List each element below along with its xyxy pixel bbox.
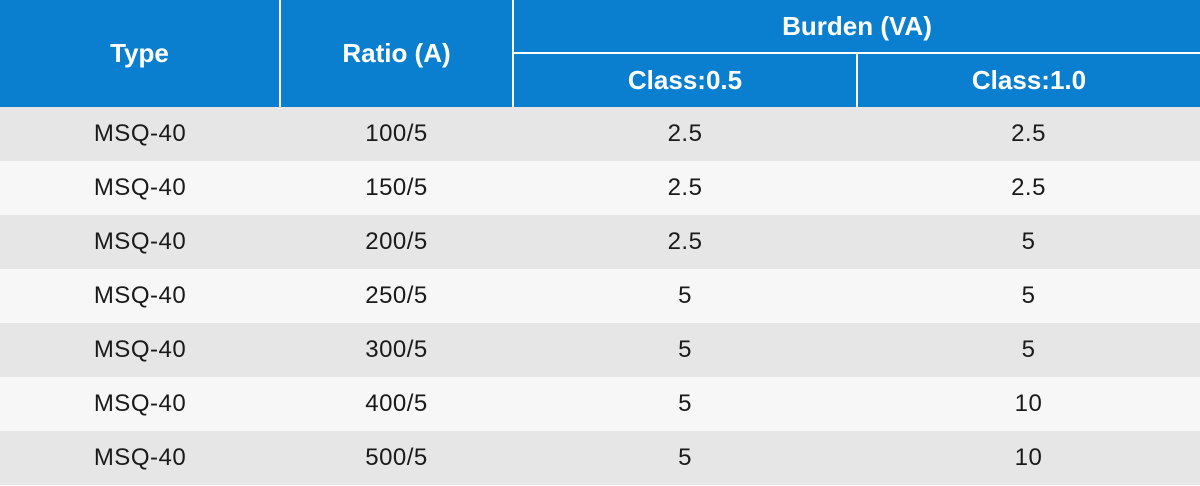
- cell-class-10: 10: [857, 431, 1200, 485]
- table-row: MSQ-40 150/5 2.5 2.5: [0, 161, 1200, 215]
- table-row: MSQ-40 500/5 5 10: [0, 431, 1200, 485]
- table-row: MSQ-40 200/5 2.5 5: [0, 215, 1200, 269]
- cell-type: MSQ-40: [0, 107, 280, 161]
- header-burden: Burden (VA): [513, 0, 1200, 54]
- cell-ratio: 250/5: [280, 269, 513, 323]
- cell-type: MSQ-40: [0, 377, 280, 431]
- cell-class-05: 5: [513, 431, 857, 485]
- cell-class-05: 2.5: [513, 107, 857, 161]
- header-class-10: Class:1.0: [857, 53, 1200, 107]
- table-row: MSQ-40 300/5 5 5: [0, 323, 1200, 377]
- cell-class-05: 2.5: [513, 161, 857, 215]
- cell-ratio: 400/5: [280, 377, 513, 431]
- cell-class-10: 10: [857, 377, 1200, 431]
- header-type: Type: [0, 0, 281, 107]
- cell-class-05: 5: [513, 323, 857, 377]
- cell-class-10: 2.5: [857, 161, 1200, 215]
- cell-class-05: 5: [513, 269, 857, 323]
- table-header: Type Ratio (A) Burden (VA) Class:0.5 Cla…: [0, 0, 1200, 107]
- cell-ratio: 500/5: [280, 431, 513, 485]
- cell-ratio: 200/5: [280, 215, 513, 269]
- header-class-05: Class:0.5: [513, 53, 858, 107]
- cell-class-05: 5: [513, 377, 857, 431]
- cell-class-05: 2.5: [513, 215, 857, 269]
- table-row: MSQ-40 250/5 5 5: [0, 269, 1200, 323]
- table-body: MSQ-40 100/5 2.5 2.5 MSQ-40 150/5 2.5 2.…: [0, 107, 1200, 485]
- cell-type: MSQ-40: [0, 215, 280, 269]
- cell-class-10: 5: [857, 323, 1200, 377]
- cell-class-10: 2.5: [857, 107, 1200, 161]
- cell-type: MSQ-40: [0, 269, 280, 323]
- cell-type: MSQ-40: [0, 323, 280, 377]
- header-row-sub: Class:0.5 Class:1.0: [0, 53, 1200, 107]
- header-row-top: Type Ratio (A) Burden (VA): [0, 0, 1200, 107]
- cell-type: MSQ-40: [0, 431, 280, 485]
- cell-ratio: 300/5: [280, 323, 513, 377]
- cell-class-10: 5: [857, 269, 1200, 323]
- cell-class-10: 5: [857, 215, 1200, 269]
- cell-ratio: 100/5: [280, 107, 513, 161]
- table-row: MSQ-40 100/5 2.5 2.5: [0, 107, 1200, 161]
- header-ratio: Ratio (A): [280, 0, 514, 107]
- cell-ratio: 150/5: [280, 161, 513, 215]
- cell-type: MSQ-40: [0, 161, 280, 215]
- table-row: MSQ-40 400/5 5 10: [0, 377, 1200, 431]
